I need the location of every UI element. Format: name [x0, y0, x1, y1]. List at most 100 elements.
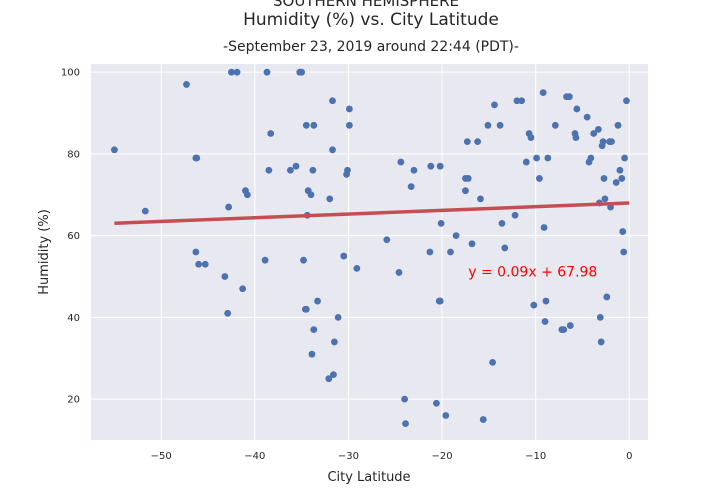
data-point	[462, 187, 469, 195]
data-point	[621, 154, 628, 162]
data-point	[330, 338, 338, 346]
data-point	[600, 175, 608, 182]
y-tick-label: 20	[67, 395, 80, 406]
data-point	[608, 138, 615, 146]
data-point	[345, 105, 353, 113]
data-point	[496, 121, 504, 129]
data-point	[596, 313, 604, 321]
data-point	[330, 371, 337, 379]
data-point	[300, 256, 307, 264]
data-point	[193, 154, 201, 162]
data-point	[619, 228, 627, 235]
data-point	[308, 350, 316, 358]
chart-title-line-2: Humidity (%) vs. City Latitude	[243, 10, 499, 30]
x-tick-label: −20	[431, 451, 452, 462]
data-point	[597, 338, 605, 346]
data-point	[539, 89, 547, 97]
data-point	[228, 68, 235, 76]
data-point	[513, 97, 521, 105]
x-tick-label: −40	[244, 451, 265, 462]
data-point	[329, 146, 336, 154]
data-point	[590, 130, 598, 137]
data-point	[383, 236, 391, 244]
chart-title-line-1: SOUTHERN HEMISPHERE	[273, 0, 459, 10]
data-point	[601, 195, 609, 203]
data-point	[623, 97, 630, 105]
data-point	[489, 358, 497, 366]
y-tick-label: 80	[67, 149, 80, 160]
data-point	[292, 162, 300, 170]
y-tick-label: 60	[67, 231, 80, 242]
data-point	[397, 158, 405, 166]
data-point	[345, 121, 353, 129]
data-point	[612, 179, 620, 186]
x-axis-label: City Latitude	[327, 470, 410, 485]
data-point	[566, 322, 574, 329]
data-point	[141, 207, 149, 215]
y-axis-label: Humidity (%)	[37, 209, 52, 295]
data-point	[618, 175, 626, 182]
data-point	[551, 121, 559, 129]
data-point	[329, 97, 336, 105]
data-point	[427, 162, 435, 170]
data-point	[192, 248, 200, 256]
data-point	[484, 121, 492, 129]
data-point	[527, 134, 535, 141]
data-point	[479, 416, 487, 423]
x-tick-label: −30	[338, 451, 359, 462]
data-point	[544, 154, 552, 162]
data-point	[307, 191, 315, 199]
data-point	[221, 273, 229, 280]
data-point	[302, 121, 310, 129]
data-point	[447, 248, 454, 256]
data-point	[463, 138, 471, 146]
x-tick-label: 0	[626, 451, 632, 462]
data-point	[267, 130, 275, 137]
data-point	[477, 195, 484, 203]
data-point	[616, 166, 624, 174]
data-point	[599, 138, 607, 146]
data-point	[395, 269, 403, 276]
data-point	[573, 105, 581, 113]
data-point	[183, 81, 190, 88]
data-point	[540, 224, 548, 231]
data-point	[572, 134, 580, 141]
data-point	[243, 191, 251, 199]
data-point	[309, 166, 317, 174]
axis-ticks: −50 −40 −30 −20 −10 0 20 40 60 80 100	[61, 68, 633, 462]
data-point	[344, 166, 351, 174]
data-point	[498, 219, 506, 227]
data-point	[433, 399, 440, 407]
data-point	[310, 121, 318, 129]
data-point	[261, 256, 269, 264]
data-point	[407, 183, 415, 191]
data-point	[410, 166, 418, 174]
x-tick-label: −50	[151, 451, 172, 462]
data-point	[533, 154, 540, 162]
data-point	[501, 244, 509, 252]
regression-equation: y = 0.09x + 67.98	[468, 265, 597, 281]
data-point	[518, 97, 526, 105]
data-point	[436, 162, 444, 170]
plot-area	[91, 64, 648, 440]
data-point	[263, 68, 271, 76]
data-point	[426, 248, 434, 256]
data-point	[224, 309, 232, 317]
data-point	[530, 301, 538, 309]
data-point	[201, 260, 209, 268]
data-point	[334, 313, 342, 321]
data-point	[265, 166, 273, 174]
data-point	[452, 232, 460, 240]
data-point	[233, 68, 241, 76]
data-point	[310, 326, 318, 334]
data-point	[302, 305, 310, 313]
data-point	[437, 219, 445, 227]
data-point	[298, 68, 306, 76]
data-point	[474, 138, 482, 146]
data-point	[522, 158, 530, 166]
data-point	[401, 395, 409, 403]
data-point	[565, 93, 573, 101]
data-point	[541, 318, 549, 325]
data-point	[511, 211, 519, 219]
